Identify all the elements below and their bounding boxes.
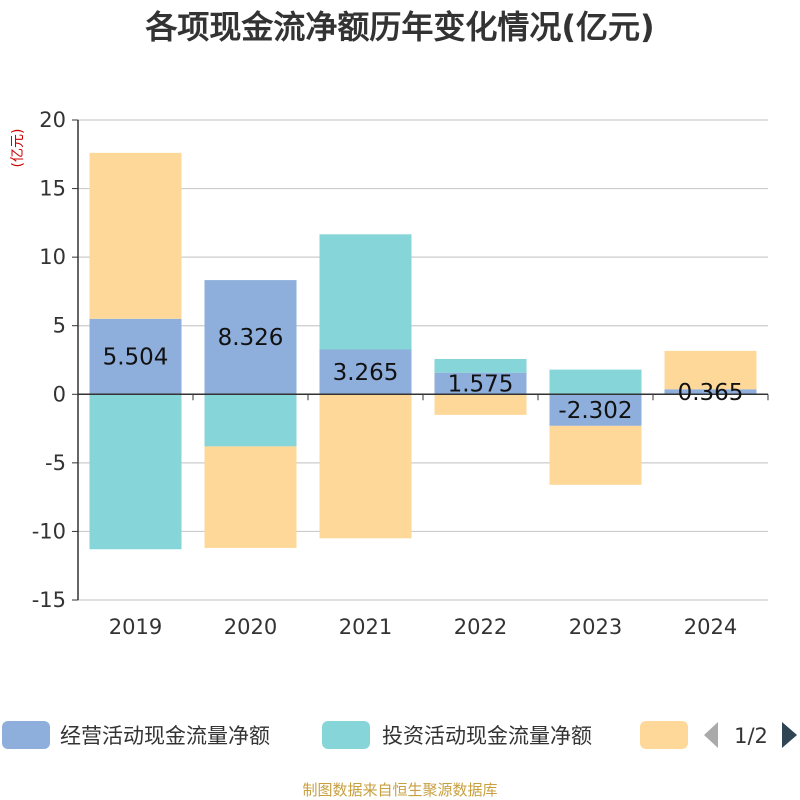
legend-swatch-0[interactable] bbox=[2, 721, 50, 749]
legend-next-page-icon[interactable] bbox=[782, 722, 797, 748]
bar-series-2-2021 bbox=[319, 394, 412, 539]
data-label: 8.326 bbox=[218, 325, 284, 351]
x-tick-label-2021: 2021 bbox=[339, 615, 392, 639]
bar-series-1-2022 bbox=[434, 358, 527, 373]
bar-series-2-2020 bbox=[204, 446, 297, 548]
data-label: 3.265 bbox=[333, 360, 399, 386]
axes-group: 20 15 10 5 0 -5 -10 -15 2019 2020 2021 2022 2023 2024 bbox=[32, 108, 769, 639]
bars-group bbox=[89, 152, 757, 550]
data-label: 0.365 bbox=[678, 380, 744, 406]
legend-label-0[interactable]: 经营活动现金流量净额 bbox=[60, 724, 270, 748]
bar-series-0-2020 bbox=[204, 280, 297, 395]
y-tick-label: -5 bbox=[45, 451, 66, 475]
data-label: 1.575 bbox=[448, 371, 514, 397]
x-tick-label-2020: 2020 bbox=[224, 615, 277, 639]
y-tick-label: 5 bbox=[53, 314, 66, 338]
x-tick-label-2019: 2019 bbox=[109, 615, 162, 639]
footer-source: 制图数据来自恒生聚源数据库 bbox=[302, 781, 497, 799]
bar-series-0-2024 bbox=[664, 389, 757, 395]
data-labels-group: 5.504 8.326 3.265 1.575 -2.302 0.365 bbox=[103, 325, 744, 424]
y-tick-label: 20 bbox=[39, 108, 66, 132]
x-tick-label-2022: 2022 bbox=[454, 615, 507, 639]
bar-series-0-2021 bbox=[319, 349, 412, 395]
y-tick-label: -15 bbox=[32, 588, 66, 612]
legend: 经营活动现金流量净额 投资活动现金流量净额 1/2 bbox=[2, 721, 797, 749]
data-label: -2.302 bbox=[558, 398, 632, 424]
legend-label-1[interactable]: 投资活动现金流量净额 bbox=[382, 724, 592, 748]
y-axis-unit-label: (亿元) bbox=[10, 129, 26, 168]
bar-series-2-2022 bbox=[434, 394, 527, 415]
bar-series-1-2021 bbox=[319, 234, 412, 350]
bar-series-1-2020 bbox=[204, 394, 297, 447]
legend-prev-page-icon[interactable] bbox=[704, 722, 718, 748]
bar-series-1-2019 bbox=[89, 394, 182, 550]
bar-series-0-2022 bbox=[434, 372, 527, 395]
chart-title: 各项现金流净额历年变化情况(亿元) bbox=[145, 8, 654, 46]
legend-swatch-2[interactable] bbox=[640, 721, 688, 749]
bar-series-0-2023 bbox=[549, 394, 642, 426]
y-tick-label: 10 bbox=[39, 245, 66, 269]
x-tick-label-2023: 2023 bbox=[569, 615, 622, 639]
data-label: 5.504 bbox=[103, 345, 169, 371]
legend-swatch-1[interactable] bbox=[322, 721, 370, 749]
y-tick-label: 15 bbox=[39, 177, 66, 201]
bar-series-2-2019 bbox=[89, 152, 182, 319]
bar-series-2-2024 bbox=[664, 350, 757, 390]
y-tick-label: -10 bbox=[32, 519, 66, 543]
bar-series-0-2019 bbox=[89, 318, 182, 395]
y-tick-label: 0 bbox=[53, 382, 66, 406]
bar-series-1-2023 bbox=[549, 369, 642, 395]
x-tick-label-2024: 2024 bbox=[684, 615, 737, 639]
bar-series-2-2023 bbox=[549, 425, 642, 485]
legend-page-indicator: 1/2 bbox=[734, 724, 768, 748]
